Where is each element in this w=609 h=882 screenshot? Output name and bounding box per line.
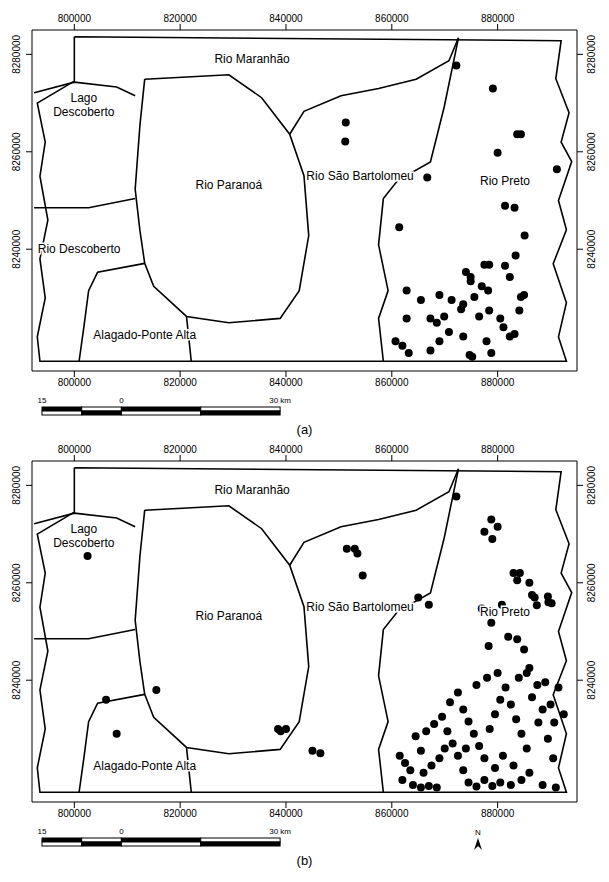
svg-text:8260000: 8260000 [586,132,597,171]
svg-text:880000: 880000 [481,444,515,455]
svg-text:860000: 860000 [375,377,409,388]
svg-text:8240000: 8240000 [11,660,22,699]
svg-text:Rio Preto: Rio Preto [480,605,530,619]
svg-text:8240000: 8240000 [586,229,597,268]
svg-text:N: N [475,828,481,837]
svg-text:0: 0 [119,827,124,836]
svg-text:800000: 800000 [58,13,92,24]
svg-text:30 km: 30 km [269,396,291,405]
svg-text:860000: 860000 [375,808,409,819]
svg-text:Rio São Bartolomeu: Rio São Bartolomeu [306,600,413,614]
svg-text:8240000: 8240000 [586,660,597,699]
svg-text:820000: 820000 [163,377,197,388]
svg-text:8260000: 8260000 [586,563,597,602]
svg-text:840000: 840000 [269,808,303,819]
svg-text:Rio Paranoá: Rio Paranoá [195,178,262,192]
svg-text:800000: 800000 [58,808,92,819]
svg-text:8240000: 8240000 [11,229,22,268]
svg-text:820000: 820000 [163,444,197,455]
svg-text:820000: 820000 [163,808,197,819]
svg-text:Rio Descoberto: Rio Descoberto [38,242,121,256]
svg-text:800000: 800000 [58,444,92,455]
svg-text:880000: 880000 [481,377,515,388]
svg-text:840000: 840000 [269,13,303,24]
svg-text:Rio Preto: Rio Preto [480,174,530,188]
svg-text:8280000: 8280000 [586,34,597,73]
svg-text:840000: 840000 [269,377,303,388]
svg-text:Lago: Lago [71,91,98,105]
svg-text:820000: 820000 [163,13,197,24]
svg-text:840000: 840000 [269,444,303,455]
svg-text:880000: 880000 [481,808,515,819]
svg-text:Descoberto: Descoberto [53,536,115,550]
svg-text:Descoberto: Descoberto [53,105,115,119]
svg-text:Alagado-Ponte Alta: Alagado-Ponte Alta [93,759,196,773]
svg-text:Rio Maranhão: Rio Maranhão [214,483,290,497]
svg-text:Lago: Lago [71,522,98,536]
svg-text:8260000: 8260000 [11,132,22,171]
svg-text:8280000: 8280000 [11,34,22,73]
svg-text:15: 15 [38,827,47,836]
svg-text:Rio São Bartolomeu: Rio São Bartolomeu [306,169,413,183]
svg-text:Alagado-Ponte Alta: Alagado-Ponte Alta [93,328,196,342]
svg-text:0: 0 [119,396,124,405]
svg-text:880000: 880000 [481,13,515,24]
svg-text:860000: 860000 [375,444,409,455]
svg-text:Rio Maranhão: Rio Maranhão [214,52,290,66]
svg-text:15: 15 [38,396,47,405]
html-text:(b): (b) [296,853,313,868]
svg-text:800000: 800000 [58,377,92,388]
html-text:(a): (a) [296,422,313,437]
svg-text:8260000: 8260000 [11,563,22,602]
svg-text:8280000: 8280000 [11,465,22,504]
svg-text:8280000: 8280000 [586,465,597,504]
svg-text:30 km: 30 km [269,827,291,836]
svg-text:860000: 860000 [375,13,409,24]
svg-text:Rio Paranoá: Rio Paranoá [195,609,262,623]
